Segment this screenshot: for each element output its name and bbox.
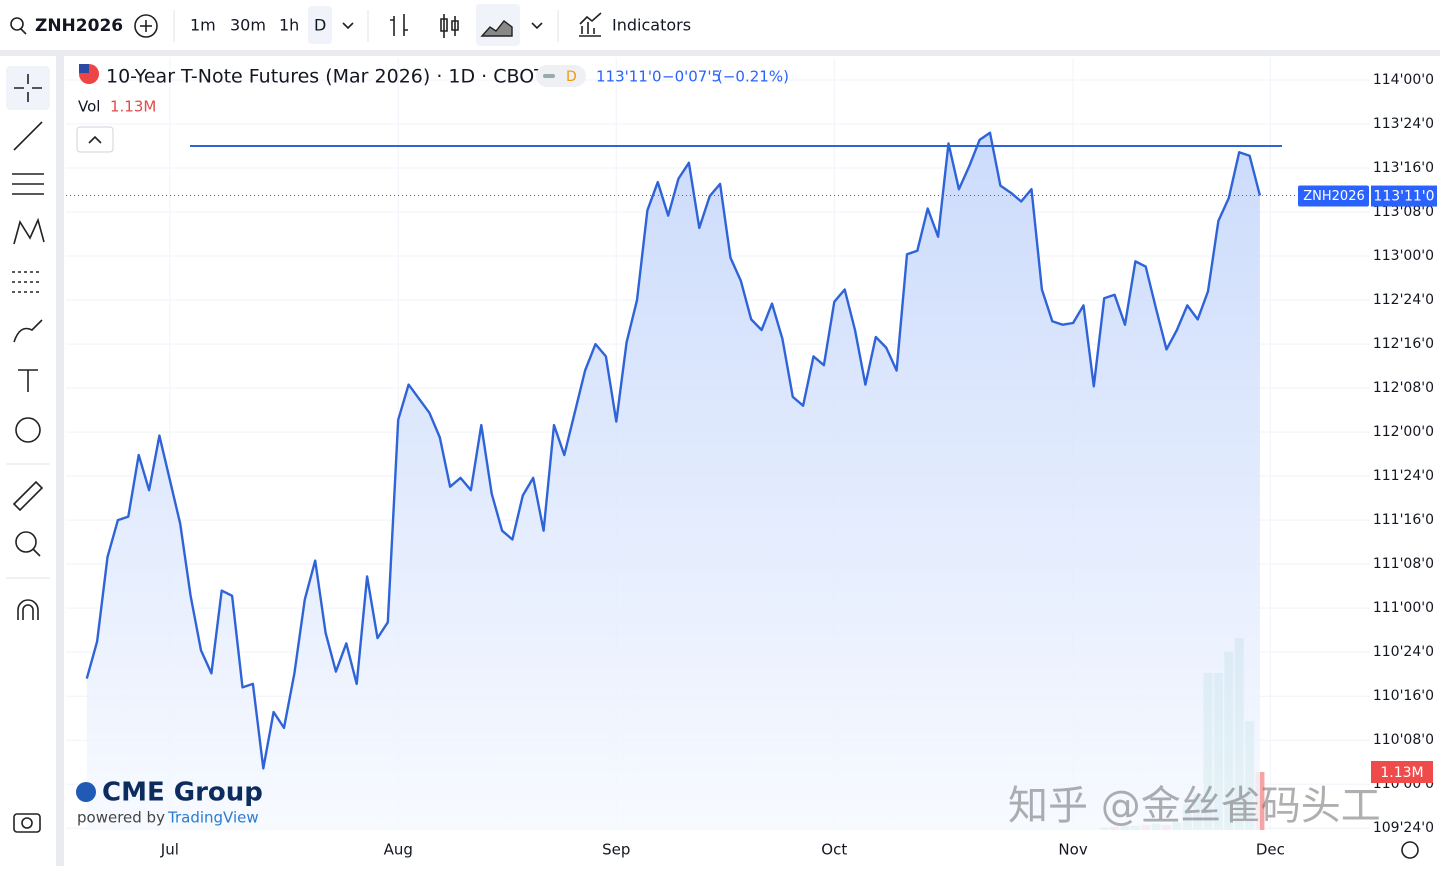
cursor-tool[interactable] — [14, 74, 42, 102]
y-tick-label: 112'16'0 — [1373, 336, 1434, 352]
cme-logo-icon — [76, 782, 96, 802]
symbol-tag: ZNH2026 — [1303, 189, 1365, 204]
y-tick-label: 113'24'0 — [1373, 116, 1434, 132]
symbol-tag-bg — [1298, 185, 1369, 207]
symbol[interactable]: ZNH2026 — [35, 16, 123, 36]
y-tick-label: 111'08'0 — [1373, 556, 1434, 572]
brush-tool[interactable] — [13, 319, 43, 343]
interval[interactable]: 30m — [230, 16, 266, 35]
y-tick-label: 112'24'0 — [1373, 292, 1434, 308]
y-tick-label: 111'16'0 — [1373, 512, 1434, 528]
interval[interactable]: 1m — [190, 16, 216, 35]
volume-value: 1.13M — [110, 98, 156, 116]
y-tick-label: 110'16'0 — [1373, 688, 1434, 704]
settings-icon[interactable] — [1401, 841, 1419, 859]
active-style-bg — [476, 4, 520, 46]
left-toolbar — [0, 56, 56, 866]
interval[interactable]: D — [314, 16, 326, 35]
ruler-tool[interactable] — [12, 480, 44, 512]
emoji-tool[interactable] — [15, 417, 41, 443]
bar-style[interactable] — [390, 14, 408, 36]
forecast-tool[interactable] — [12, 271, 42, 293]
watermark: 知乎 @金丝雀码头工 — [1008, 783, 1381, 829]
x-tick-label: Jul — [160, 841, 179, 859]
y-tick-label: 113'00'0 — [1373, 248, 1434, 264]
style-dropdown[interactable] — [531, 22, 543, 30]
x-tick-label: Nov — [1058, 841, 1087, 859]
price-line — [85, 131, 1262, 770]
y-tick-label: 113'16'0 — [1373, 160, 1434, 176]
search-icon[interactable] — [10, 17, 24, 31]
cursor-tool-bg — [6, 66, 50, 110]
active-interval-bg — [308, 6, 332, 44]
volume-tag-bg — [1371, 760, 1433, 783]
screenshot-tool[interactable] — [13, 813, 41, 833]
magnet-tool[interactable] — [17, 599, 39, 620]
y-tick-label: 114'00'0 — [1373, 72, 1434, 88]
interval-dropdown[interactable] — [342, 22, 354, 30]
volume-bar — [1255, 771, 1265, 830]
price-change-pct: (−0.21%) — [717, 68, 789, 86]
area-style[interactable] — [480, 20, 513, 37]
volume-label: Vol — [78, 98, 100, 116]
x-tick-label: Sep — [602, 841, 630, 859]
powered-by: powered by — [77, 809, 165, 827]
x-tick-label: Aug — [384, 841, 413, 859]
pattern-tool[interactable] — [13, 217, 45, 245]
toolbar-divider — [0, 50, 1440, 56]
candle-style[interactable] — [440, 14, 459, 38]
price-tag-bg — [1371, 185, 1437, 207]
tradingview: TradingView — [167, 809, 259, 827]
cme-logo: CME Group — [102, 778, 263, 808]
zoom-tool[interactable] — [15, 531, 37, 553]
y-tick-label: 110'08'0 — [1373, 732, 1434, 748]
volume-tag: 1.13M — [1380, 765, 1423, 781]
y-tick-label: 112'08'0 — [1373, 380, 1434, 396]
price-change: −0'07'5 — [662, 68, 721, 86]
y-tick-label: 111'24'0 — [1373, 468, 1434, 484]
fib-tool[interactable] — [12, 173, 44, 195]
indicators[interactable]: Indicators — [612, 16, 691, 35]
y-tick-label: 112'00'0 — [1373, 424, 1434, 440]
last-price: 113'11'0 — [596, 68, 662, 86]
collapse-button[interactable] — [76, 126, 114, 153]
price-area — [86, 132, 1260, 831]
y-tick-label: 110'24'0 — [1373, 644, 1434, 660]
x-tick-label: Oct — [821, 841, 847, 859]
badge-bg — [536, 65, 586, 87]
indicators-icon[interactable] — [579, 12, 602, 37]
x-tick-label: Dec — [1256, 841, 1285, 859]
y-tick-label: 109'24'0 — [1373, 820, 1434, 836]
badge: D — [566, 69, 577, 85]
y-tick-label: 113'08'0 — [1373, 204, 1434, 220]
plot-area — [66, 58, 1370, 831]
trendline-tool[interactable] — [13, 121, 43, 151]
interval[interactable]: 1h — [279, 16, 299, 35]
add-symbol[interactable] — [134, 14, 158, 38]
y-tick-label: 111'00'0 — [1373, 600, 1434, 616]
sidebar-divider — [56, 56, 64, 866]
top-toolbar — [0, 0, 1440, 50]
price-tag: 113'11'0 — [1373, 189, 1434, 205]
instrument-title: 10-Year T-Note Futures (Mar 2026) · 1D ·… — [106, 66, 546, 88]
text-tool[interactable] — [18, 369, 38, 392]
